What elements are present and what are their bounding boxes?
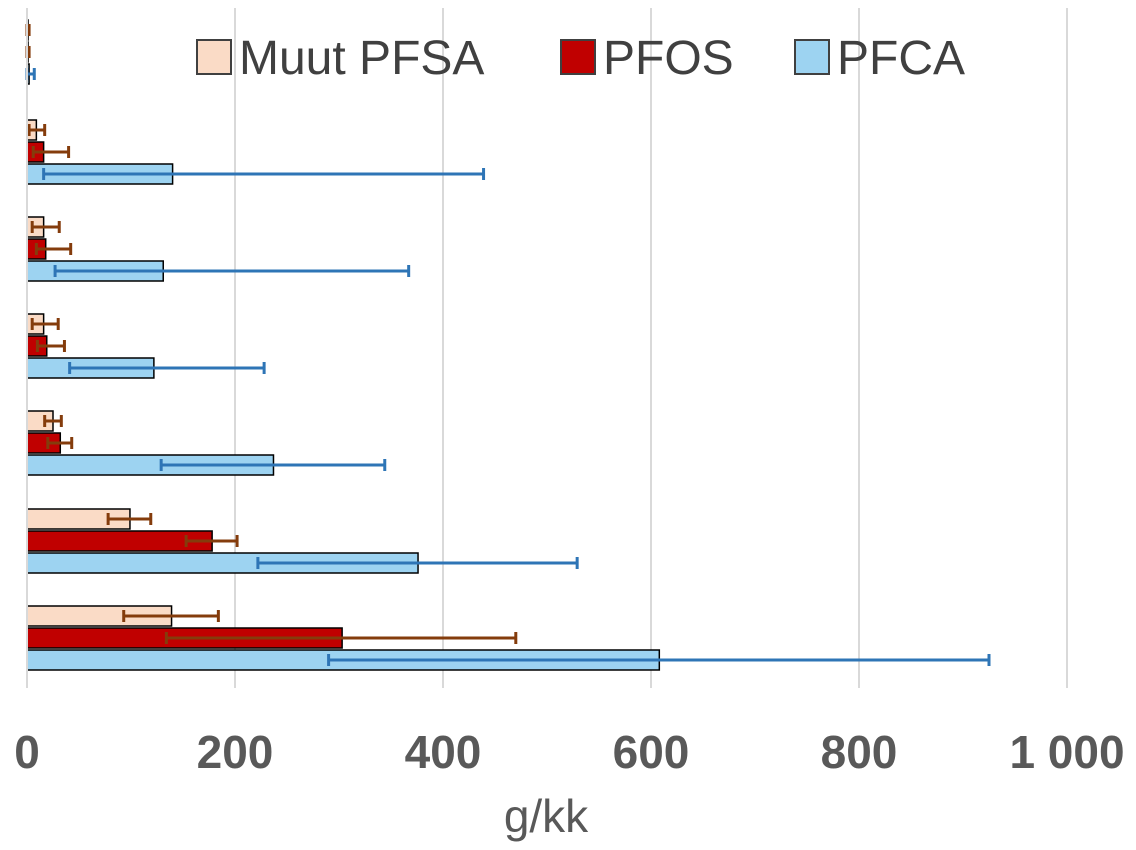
x-axis-title: g/kk [504, 790, 589, 842]
error-bar [53, 265, 411, 277]
error-bar [30, 318, 60, 330]
legend-swatch [560, 39, 596, 75]
error-bar [34, 243, 73, 255]
error-bar [164, 632, 518, 644]
legend-item: PFOS [560, 32, 734, 85]
x-tick-label: 200 [197, 726, 274, 778]
legend-swatch [196, 39, 232, 75]
error-bar [46, 437, 74, 449]
error-bar [42, 168, 486, 180]
legend-swatch [794, 39, 830, 75]
error-bar [327, 654, 991, 666]
error-bar [159, 459, 387, 471]
gridlines [234, 8, 1068, 688]
x-tick-label: 800 [821, 726, 898, 778]
x-tick-labels: 0 200 400 600 800 1 000 [14, 726, 1124, 778]
legend: Muut PFSA PFOS PFCA [196, 32, 965, 85]
error-bar [31, 146, 71, 158]
error-bar [30, 221, 61, 233]
bar-pfos [26, 530, 213, 552]
error-bar [27, 124, 47, 136]
legend-item: Muut PFSA [196, 32, 484, 85]
error-bar [184, 535, 239, 547]
legend-item: PFCA [794, 32, 965, 85]
legend-label: PFOS [603, 32, 734, 85]
error-bar [25, 68, 36, 80]
error-bar [256, 557, 579, 569]
legend-label: PFCA [837, 32, 965, 85]
x-tick-label: 1 000 [1009, 726, 1124, 778]
error-bar [68, 362, 266, 374]
error-bar [106, 513, 153, 525]
legend-label: Muut PFSA [239, 32, 484, 85]
x-tick-label: 0 [14, 726, 40, 778]
error-bar [43, 415, 63, 427]
x-tick-label: 600 [613, 726, 690, 778]
error-bar [35, 340, 66, 352]
x-tick-label: 400 [405, 726, 482, 778]
error-bar [122, 610, 220, 622]
bars [26, 19, 661, 671]
